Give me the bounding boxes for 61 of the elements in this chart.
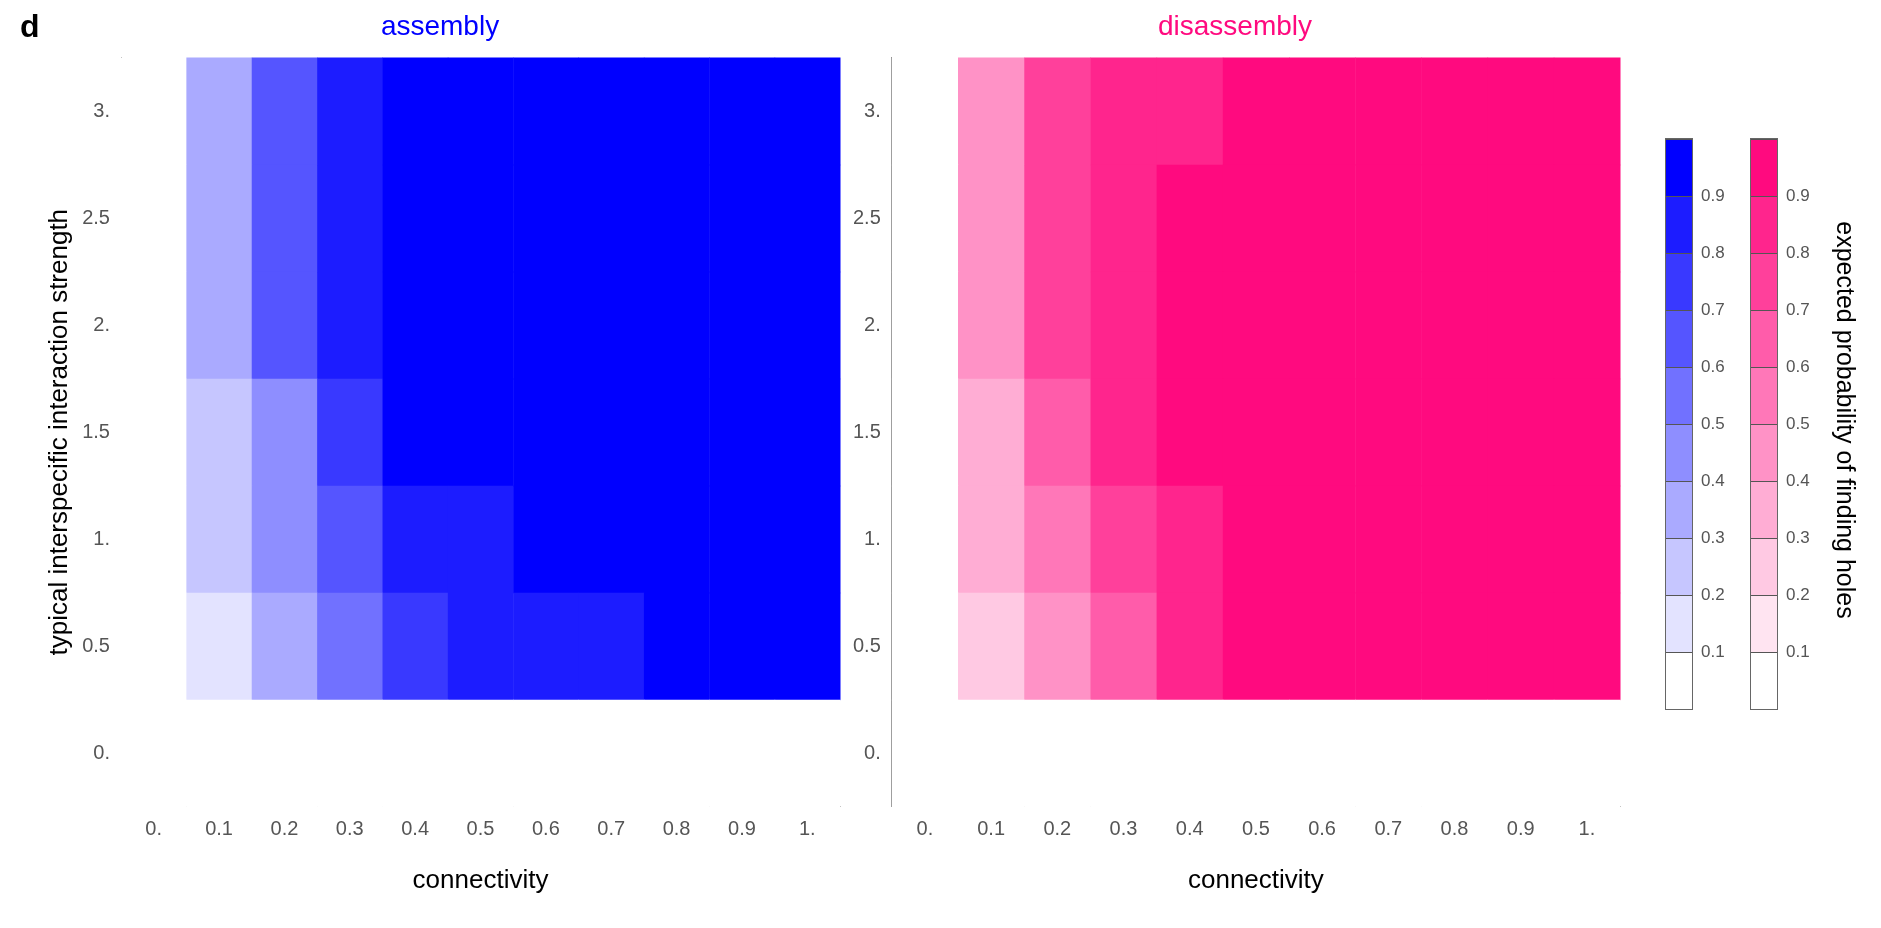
x-tick-label: 0.6 xyxy=(1308,817,1337,840)
x-tick-label: 0.3 xyxy=(1109,817,1138,840)
y-tick-label: 1.5 xyxy=(852,419,881,442)
color-bar-label: 0.1 xyxy=(1786,642,1810,662)
x-tick-label: 0.4 xyxy=(1175,817,1204,840)
color-bar-label: 0.2 xyxy=(1701,585,1725,605)
y-tick-label: 1. xyxy=(864,526,881,549)
y-tick-label: 0.5 xyxy=(82,633,110,656)
x-tick-label: 0.9 xyxy=(728,817,756,840)
y-tick-label: 3. xyxy=(864,98,881,121)
color-bar-label: 0.2 xyxy=(1786,585,1810,605)
y-tick-label: 0. xyxy=(93,740,110,763)
x-axis-title: connectivity xyxy=(1187,863,1324,894)
x-tick-label: 0.2 xyxy=(1043,817,1072,840)
y-tick-label: 3. xyxy=(93,98,110,121)
x-tick-label: 0.7 xyxy=(1374,817,1403,840)
x-axis-title: connectivity xyxy=(412,863,549,894)
x-tick-label: 0.1 xyxy=(205,817,233,840)
x-tick-label: 0.9 xyxy=(1506,817,1535,840)
color-bar-label: 0.4 xyxy=(1786,471,1810,491)
x-tick-label: 1. xyxy=(798,817,816,840)
x-tick-label: 0.7 xyxy=(597,817,626,840)
y-tick-label: 0. xyxy=(864,740,881,763)
chart-title: assembly xyxy=(380,9,500,41)
color-bar-label: 0.5 xyxy=(1786,414,1810,434)
x-tick-label: 0.4 xyxy=(401,817,430,840)
chart-title: disassembly xyxy=(1157,9,1313,41)
y-tick-label: 2. xyxy=(93,312,110,335)
x-tick-label: 0. xyxy=(145,817,163,840)
x-tick-label: 0.8 xyxy=(662,817,691,840)
y-axis-title: typical interspecific interaction strength xyxy=(42,208,73,656)
x-tick-label: 0.1 xyxy=(977,817,1006,840)
y-tick-label: 1. xyxy=(93,526,110,549)
color-bar-label: 0.3 xyxy=(1786,528,1810,548)
x-tick-label: 0.6 xyxy=(531,817,560,840)
color-bar-label: 0.9 xyxy=(1786,186,1810,206)
color-bar-label: 0.6 xyxy=(1786,357,1810,377)
x-tick-label: 0.5 xyxy=(1242,817,1270,840)
text: d xyxy=(20,8,40,45)
x-tick-label: 0.5 xyxy=(466,817,495,840)
color-bar-label: 0.7 xyxy=(1701,300,1725,320)
color-bar-label: 0.4 xyxy=(1701,471,1725,491)
color-bar-label: 0.1 xyxy=(1701,642,1725,662)
x-tick-label: 1. xyxy=(1578,817,1596,840)
color-bar-label: 0.8 xyxy=(1786,243,1810,263)
x-tick-label: 0.8 xyxy=(1440,817,1469,840)
color-bar-label: 0.5 xyxy=(1701,414,1725,434)
x-tick-label: 0.2 xyxy=(270,817,299,840)
y-tick-label: 2.5 xyxy=(852,205,881,228)
color-bar-label: 0.9 xyxy=(1701,186,1725,206)
y-tick-label: 2. xyxy=(864,312,881,335)
y-tick-label: 2.5 xyxy=(82,205,110,228)
color-bar-label: 0.8 xyxy=(1701,243,1725,263)
color-bar-label: 0.3 xyxy=(1701,528,1725,548)
x-tick-label: 0. xyxy=(916,817,934,840)
color-bar-label: 0.7 xyxy=(1786,300,1810,320)
color-bar-title: expected probability of finding holes xyxy=(1830,221,1860,619)
y-tick-label: 1.5 xyxy=(82,419,110,442)
y-tick-label: 0.5 xyxy=(852,633,881,656)
color-bar-label: 0.6 xyxy=(1701,357,1725,377)
x-tick-label: 0.3 xyxy=(335,817,364,840)
